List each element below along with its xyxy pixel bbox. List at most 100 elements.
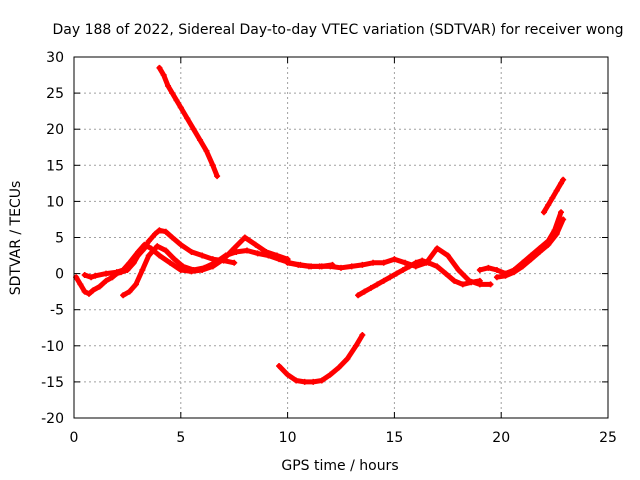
x-tick-label: 25 bbox=[599, 430, 617, 446]
data-point bbox=[361, 288, 368, 295]
data-point bbox=[126, 259, 133, 266]
data-point bbox=[171, 256, 178, 263]
data-point bbox=[425, 259, 432, 266]
data-point bbox=[81, 288, 88, 295]
data-point bbox=[293, 377, 300, 384]
chart-title: Day 188 of 2022, Sidereal Day-to-day VTE… bbox=[53, 22, 624, 38]
data-point bbox=[380, 277, 387, 284]
data-point bbox=[391, 256, 398, 263]
data-point bbox=[209, 162, 216, 169]
data-point bbox=[164, 82, 171, 89]
data-point bbox=[132, 281, 139, 288]
data-point bbox=[380, 259, 387, 266]
data-point bbox=[173, 97, 180, 104]
data-point bbox=[156, 64, 163, 71]
data-point bbox=[370, 259, 377, 266]
x-axis-label: GPS time / hours bbox=[281, 458, 398, 474]
data-point bbox=[553, 230, 560, 237]
data-point bbox=[241, 234, 248, 241]
data-point bbox=[560, 216, 567, 223]
data-point bbox=[419, 257, 426, 264]
data-point bbox=[406, 263, 413, 270]
data-point bbox=[177, 104, 184, 111]
x-tick-label: 10 bbox=[279, 430, 297, 446]
data-point bbox=[511, 269, 518, 276]
data-point bbox=[156, 227, 163, 234]
data-point bbox=[393, 270, 400, 277]
data-point bbox=[451, 277, 458, 284]
y-tick-label: -10 bbox=[41, 339, 64, 355]
data-point bbox=[244, 247, 251, 254]
data-point bbox=[540, 209, 547, 216]
data-point bbox=[318, 377, 325, 384]
data-layer bbox=[73, 64, 567, 385]
y-tick-label: 15 bbox=[46, 158, 64, 174]
data-point bbox=[468, 279, 475, 286]
data-point bbox=[126, 288, 133, 295]
data-point bbox=[305, 263, 312, 270]
data-point bbox=[162, 228, 169, 235]
data-point bbox=[113, 269, 120, 276]
data-point bbox=[284, 259, 291, 266]
y-tick-label: -15 bbox=[41, 375, 64, 391]
data-point bbox=[141, 241, 148, 248]
data-point bbox=[92, 272, 99, 279]
data-point bbox=[367, 285, 374, 292]
data-point bbox=[502, 272, 509, 279]
y-tick-label: 0 bbox=[55, 267, 64, 283]
data-point bbox=[203, 147, 210, 154]
data-point bbox=[85, 290, 92, 297]
data-point bbox=[519, 263, 526, 270]
data-point bbox=[301, 378, 308, 385]
data-point bbox=[374, 281, 381, 288]
data-point bbox=[177, 241, 184, 248]
ticks: 0 5 10 15 20 25 -20 -15 -10 -5 0 5 10 15 20 25 30 bbox=[41, 50, 617, 446]
data-point bbox=[327, 263, 334, 270]
data-point bbox=[160, 72, 167, 79]
data-point bbox=[120, 292, 127, 299]
y-tick-label: 5 bbox=[55, 231, 64, 247]
data-point bbox=[90, 287, 97, 294]
x-tick-label: 20 bbox=[492, 430, 510, 446]
data-point bbox=[190, 266, 197, 273]
data-point bbox=[96, 283, 103, 290]
data-point bbox=[188, 248, 195, 255]
data-point bbox=[485, 264, 492, 271]
data-point bbox=[545, 241, 552, 248]
data-point bbox=[536, 248, 543, 255]
data-point bbox=[316, 263, 323, 270]
data-point bbox=[493, 266, 500, 273]
data-point bbox=[190, 126, 197, 133]
data-point bbox=[103, 277, 110, 284]
data-point bbox=[402, 259, 409, 266]
data-point bbox=[359, 331, 366, 338]
data-point bbox=[455, 266, 462, 273]
y-tick-label: 30 bbox=[46, 50, 64, 66]
data-point bbox=[169, 90, 176, 97]
data-point bbox=[145, 238, 152, 245]
data-point bbox=[434, 245, 441, 252]
data-point bbox=[558, 209, 565, 216]
x-tick-label: 15 bbox=[385, 430, 403, 446]
y-tick-label: -5 bbox=[50, 303, 64, 319]
data-point bbox=[179, 263, 186, 270]
data-point bbox=[211, 259, 218, 266]
data-point bbox=[145, 252, 152, 259]
data-point bbox=[476, 277, 483, 284]
data-point bbox=[156, 252, 163, 259]
data-point bbox=[335, 364, 342, 371]
data-point bbox=[434, 263, 441, 270]
data-point bbox=[355, 292, 362, 299]
data-point bbox=[459, 281, 466, 288]
y-axis-label: SDTVAR / TECUs bbox=[8, 181, 24, 296]
data-point bbox=[222, 252, 229, 259]
data-point bbox=[276, 363, 283, 370]
data-point bbox=[214, 173, 221, 180]
data-point bbox=[284, 371, 291, 378]
data-point bbox=[252, 241, 259, 248]
data-point bbox=[528, 256, 535, 263]
data-point bbox=[265, 252, 272, 259]
x-tick-label: 5 bbox=[176, 430, 185, 446]
data-point bbox=[169, 234, 176, 241]
data-point bbox=[352, 342, 359, 349]
